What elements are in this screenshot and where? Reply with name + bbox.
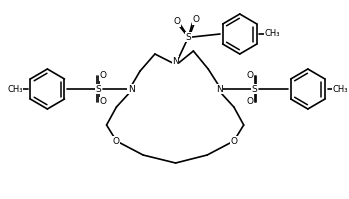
Text: N: N (172, 57, 179, 65)
Text: S: S (252, 85, 258, 94)
Text: O: O (193, 16, 200, 24)
Text: S: S (186, 32, 191, 42)
Text: N: N (216, 85, 222, 94)
Text: CH₃: CH₃ (7, 85, 23, 94)
Text: O: O (113, 137, 120, 145)
Text: O: O (246, 71, 253, 81)
Text: O: O (99, 98, 106, 106)
Text: O: O (173, 18, 180, 26)
Text: CH₃: CH₃ (333, 85, 348, 94)
Text: CH₃: CH₃ (265, 29, 280, 38)
Text: S: S (96, 85, 102, 94)
Text: O: O (230, 137, 237, 145)
Text: N: N (128, 85, 135, 94)
Text: O: O (246, 98, 253, 106)
Text: O: O (99, 71, 106, 81)
